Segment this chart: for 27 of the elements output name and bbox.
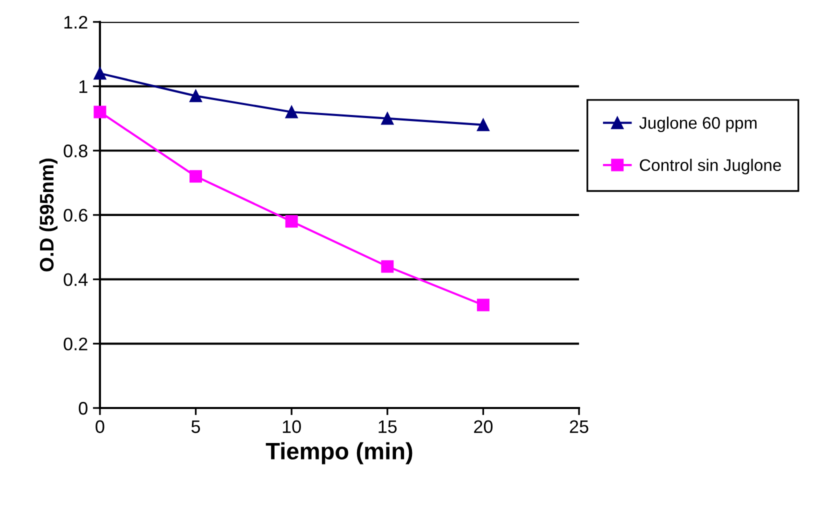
y-tick-label: 1 (79, 80, 88, 93)
y-tick-label: 0.2 (64, 338, 88, 350)
y-tick-label: 1.2 (64, 16, 88, 28)
point (285, 106, 298, 118)
point (476, 298, 490, 312)
point (381, 112, 394, 125)
x-tick-label: 5 (191, 420, 200, 434)
point (94, 67, 106, 80)
legend-label: Control sin Juglone (640, 158, 781, 174)
point (190, 90, 202, 102)
y-tick-label: 0 (78, 402, 88, 415)
x-tick-label: 0 (96, 420, 104, 434)
point (94, 106, 106, 118)
legend-label: Juglone 60 ppm (639, 116, 757, 132)
point (476, 118, 490, 132)
x-axis-title: Tiempo (min) (266, 442, 412, 464)
y-tick-label: 0.8 (64, 144, 88, 158)
y-axis-title: O.D (595nm) (39, 158, 58, 272)
point (285, 215, 298, 228)
x-tick-label: 20 (474, 420, 493, 434)
x-tick-label: 10 (282, 420, 301, 434)
y-tick-label: 0.4 (64, 273, 88, 286)
x-tick-label: 15 (378, 420, 397, 434)
x-tick-label: 25 (570, 420, 588, 434)
y-tick-label: 0.6 (64, 208, 88, 222)
point (190, 170, 202, 183)
point (381, 260, 394, 273)
